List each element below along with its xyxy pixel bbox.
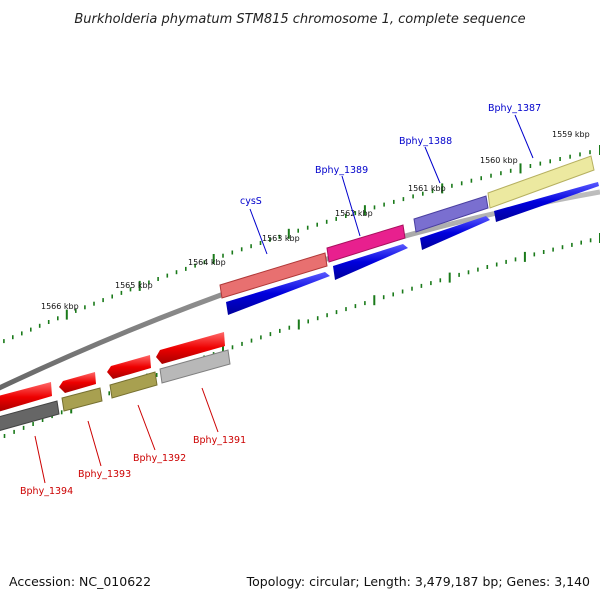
gene-bphy-1394[interactable]	[0, 400, 60, 431]
gene-bphy-1392[interactable]	[109, 371, 158, 399]
leader-bphy-1391	[201, 387, 219, 433]
kbp-label-1559: 1559 kbp	[552, 130, 590, 139]
kbp-label-1566: 1566 kbp	[41, 302, 79, 311]
gene-bphy-1389[interactable]	[326, 224, 406, 263]
leader-bphy-1387	[514, 114, 534, 159]
cds-forward-bphy-1388[interactable]	[420, 216, 490, 250]
label-bphy-1392[interactable]: Bphy_1392	[133, 453, 186, 464]
leader-bphy-1388	[424, 146, 441, 184]
kbp-label-1564: 1564 kbp	[188, 258, 226, 267]
leader-bphy-1392	[137, 404, 156, 451]
cds-reverse-bphy-1393[interactable]	[59, 372, 96, 393]
kbp-label-1560: 1560 kbp	[480, 156, 518, 165]
kbp-label-1563: 1563 kbp	[262, 234, 300, 243]
kbp-labels: 1559 kbp 1560 kbp 1561 kbp 1562 kbp 1563…	[41, 130, 590, 311]
leader-bphy-1389	[341, 175, 361, 237]
cds-forward-bphy-1389[interactable]	[333, 244, 408, 280]
cds-track-forward	[226, 182, 599, 315]
gene-labels: Bphy_1387 Bphy_1388 Bphy_1389 cysS Bphy_…	[20, 103, 541, 497]
gene-cyss[interactable]	[219, 252, 328, 299]
gene-track-reverse	[0, 349, 231, 431]
gene-bphy-1393[interactable]	[61, 387, 103, 412]
cds-reverse-bphy-1394[interactable]	[0, 382, 52, 412]
leader-bphy-1394	[34, 435, 46, 484]
cds-reverse-bphy-1391[interactable]	[156, 332, 225, 364]
gene-bphy-1387[interactable]	[487, 155, 595, 209]
gene-bphy-1388[interactable]	[413, 195, 489, 233]
label-bphy-1388[interactable]: Bphy_1388	[399, 136, 452, 147]
topology-summary-text: Topology: circular; Length: 3,479,187 bp…	[246, 574, 590, 589]
label-cyss[interactable]: cysS	[240, 196, 262, 207]
leader-cyss	[249, 208, 268, 255]
chromosome-backbone	[0, 189, 600, 391]
label-bphy-1393[interactable]: Bphy_1393	[78, 469, 131, 480]
cds-reverse-bphy-1392[interactable]	[107, 355, 151, 379]
kbp-label-1562: 1562 kbp	[335, 209, 373, 218]
label-leaders	[34, 114, 534, 484]
label-bphy-1389[interactable]: Bphy_1389	[315, 165, 368, 176]
kbp-label-1561: 1561 kbp	[408, 184, 446, 193]
gene-bphy-1391[interactable]	[159, 349, 231, 384]
cds-forward-cyss[interactable]	[226, 272, 330, 315]
tick-marks-upper	[3, 145, 600, 344]
accession-text: Accession: NC_010622	[9, 574, 151, 589]
map-title: Burkholderia phymatum STM815 chromosome …	[74, 12, 525, 27]
cds-forward-bphy-1387[interactable]	[494, 182, 599, 222]
gene-track-forward	[219, 155, 595, 299]
label-bphy-1394[interactable]: Bphy_1394	[20, 486, 73, 497]
label-bphy-1391[interactable]: Bphy_1391	[193, 435, 246, 446]
leader-bphy-1393	[87, 420, 102, 467]
kbp-label-1565: 1565 kbp	[115, 281, 153, 290]
label-bphy-1387[interactable]: Bphy_1387	[488, 103, 541, 114]
cds-track-reverse	[0, 332, 225, 412]
